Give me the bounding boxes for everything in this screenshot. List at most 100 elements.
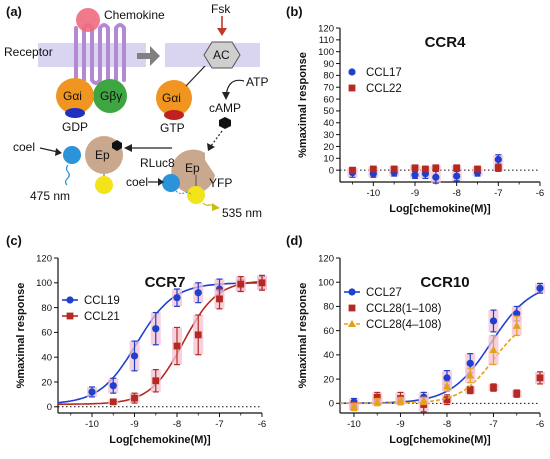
coel-left-arrow: [39, 147, 59, 153]
galpha-right: [156, 80, 192, 116]
adenylyl-cyclase: [203, 41, 241, 69]
chart-b-ytick-label: 50: [323, 106, 334, 117]
conformation-arrowhead: [124, 144, 132, 152]
inhibit-line: [185, 65, 206, 87]
chart-d-point: [442, 382, 451, 390]
panel-label-c: (c): [6, 233, 22, 248]
chart-c-legend-marker: [66, 312, 74, 320]
chart-d-point: [512, 321, 521, 329]
chart-b-point: [432, 173, 440, 181]
camp-label: cAMP: [209, 101, 241, 115]
chart-b-ytick-label: 20: [323, 142, 334, 153]
coel-left-label: coel: [13, 140, 35, 154]
chart-d-legend-marker: [348, 304, 356, 312]
chart-c-point: [88, 388, 96, 396]
chart-b-legend-marker: [348, 68, 356, 76]
bret-transfer: [175, 190, 193, 196]
camp-dashed-arrow: [210, 130, 223, 147]
chart-d-xlabel: Log[chemokine(M)]: [389, 434, 491, 446]
chart-c-ytick-label: 80: [41, 303, 52, 314]
chart-c-title: CCR7: [145, 274, 186, 291]
panel-a-diagram: (a) Chemokine Receptor Gβγ Gαi GDP Fsk A…: [4, 2, 268, 220]
ep-left-label: Ep: [95, 148, 110, 162]
chart-d-legend-label: CCL28(1–108): [366, 303, 442, 315]
chart-c-ytick-label: 60: [41, 328, 52, 339]
chart-c-ytick-label: 120: [36, 253, 52, 264]
chart-b-xtick-label: -6: [536, 188, 544, 199]
chart-d-point: [373, 397, 382, 406]
fsk-arrowhead: [217, 28, 227, 36]
chart-b-ytick-label: 30: [323, 130, 334, 141]
transition-arrow: [137, 46, 160, 66]
chart-d-point: [443, 396, 451, 404]
chart-d-point: [466, 371, 475, 379]
gtp-label: GTP: [160, 121, 185, 135]
chart-c-xtick-label: -6: [258, 419, 266, 430]
panel-label-b: (b): [286, 4, 303, 19]
chart-d-point: [513, 390, 521, 398]
galpha-right-label: Gαi: [162, 91, 181, 105]
chart-b-ytick-label: 40: [323, 118, 334, 129]
chart-b-point: [390, 165, 398, 173]
chart-d-point: [349, 402, 358, 410]
chart-d-point: [466, 359, 474, 367]
chart-d-point: [490, 384, 497, 391]
nm475-label: 475 nm: [30, 189, 70, 203]
epac-right: [171, 149, 215, 194]
gbg-subunit: [93, 79, 127, 113]
chart-d-point: [513, 310, 521, 318]
chart-d-legend-marker: [348, 319, 356, 327]
chart-d-xtick-label: -6: [536, 419, 544, 430]
coel-right-arrowhead: [158, 178, 164, 186]
chart-b-ytick-label: 120: [318, 23, 334, 34]
chart-d-ytick-label: 80: [323, 302, 334, 313]
fsk-label: Fsk: [211, 2, 231, 16]
chart-b-legend-label: CCL17: [366, 67, 402, 79]
panel-label-d: (d): [286, 233, 303, 248]
chart-c-point: [109, 398, 117, 406]
gdp-label: GDP: [62, 120, 88, 134]
chart-b-point: [349, 166, 356, 174]
chart-c-xtick-label: -10: [85, 419, 99, 430]
galpha-left-label: Gαi: [63, 89, 82, 103]
coel-left-arrowhead: [55, 148, 62, 156]
chart-b-point: [411, 164, 419, 172]
chart-b-legend-label: CCL22: [366, 83, 402, 95]
chart-ccr7: CCR7 0 20 40 60 80 100 120 -10 -9 -8 -7 -6 Log[chemok…: [15, 253, 267, 446]
galpha-left: [56, 78, 94, 114]
chart-b-xtick-label: -8: [452, 188, 460, 199]
chart-b-point: [369, 165, 377, 173]
chart-c-point: [152, 325, 160, 333]
chart-d-point: [396, 396, 405, 404]
chart-d-ytick-label: 60: [323, 326, 334, 337]
chart-d-ytick-label: 120: [318, 253, 334, 264]
chart-c-ytick-label: 0: [47, 402, 52, 413]
chart-b-point: [453, 172, 461, 180]
chart-b-xtick-label: -10: [366, 188, 380, 199]
chart-c-legend-label: CCL19: [84, 295, 120, 307]
nm535-label: 535 nm: [222, 206, 262, 220]
chart-b-point: [411, 171, 419, 179]
receptor-label: Receptor: [4, 45, 53, 59]
chart-c-xtick-label: -8: [173, 419, 181, 430]
chart-c-xtick-label: -9: [130, 419, 138, 430]
chart-b-ytick-label: 70: [323, 83, 334, 94]
rluc-emission: [64, 164, 70, 186]
chart-c-xlabel: Log[chemokine(M)]: [109, 434, 211, 446]
chart-c-ytick-label: 100: [36, 278, 52, 289]
chart-d-xtick-label: -8: [443, 419, 451, 430]
chart-b-ytick-label: 10: [323, 154, 334, 165]
chart-c-point: [194, 289, 202, 297]
chart-c-point: [258, 279, 266, 287]
chart-d-fit-line-2: [340, 332, 518, 405]
chart-d-xtick-label: -10: [347, 419, 361, 430]
chart-b-xtick-label: -7: [494, 188, 502, 199]
chart-b-point: [453, 164, 461, 172]
chart-b-ylabel: %maximal response: [297, 52, 309, 158]
gbg-label: Gβγ: [100, 89, 122, 103]
chart-b-ytick-label: 80: [323, 71, 334, 82]
chemokine-ball: [76, 8, 100, 32]
atp-arrowhead: [222, 92, 230, 100]
